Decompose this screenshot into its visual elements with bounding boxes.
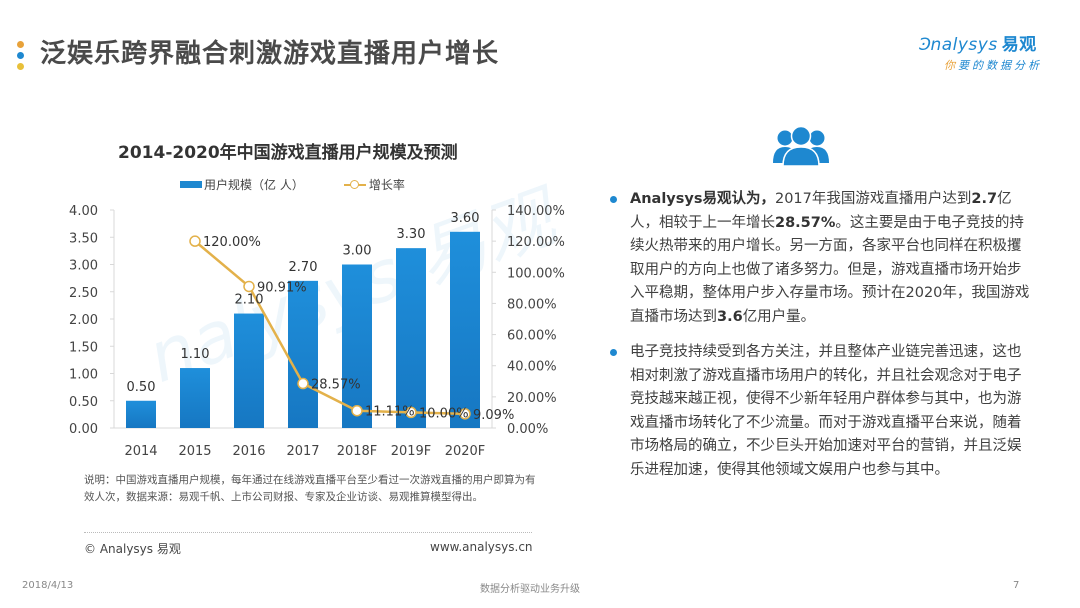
insights-list: Analysys易观认为，2017年我国游戏直播用户达到2.7亿人，相较于上一年… (605, 188, 1035, 494)
bar-value-label: 3.60 (451, 211, 480, 226)
chart: nalysys 易观 0.000.501.001.502.002.503.003… (69, 174, 571, 459)
y-left-tick-label: 0.50 (69, 395, 98, 410)
decoration-dot (17, 41, 24, 48)
footer-date: 2018/4/13 (22, 580, 74, 591)
logo-a-icon: Ͽ (918, 35, 931, 55)
growth-rate-label: 28.57% (311, 378, 361, 393)
bar (180, 368, 210, 428)
x-tick-label: 2018F (337, 444, 378, 459)
growth-rate-label: 11.11% (365, 405, 415, 420)
growth-rate-label: 9.09% (473, 408, 514, 423)
growth-rate-label: 10.00% (419, 406, 469, 421)
legend-bar-swatch (180, 181, 202, 188)
copyright: © Analysys 易观 (84, 542, 181, 556)
growth-rate-label: 120.00% (203, 235, 261, 250)
bar-value-label: 2.10 (235, 293, 264, 308)
chart-title: 2014-2020年中国游戏直播用户规模及预测 (118, 143, 458, 163)
growth-rate-line (194, 240, 466, 416)
logo-brand: Ͽnalysys 易观 (918, 35, 1037, 55)
growth-rate-point (297, 377, 309, 390)
bar-value-label: 2.70 (289, 260, 318, 275)
y-left-tick-label: 4.00 (69, 204, 98, 219)
logo-tagline: 你要的数据分析 (944, 59, 1042, 72)
y-right-tick-label: 20.00% (507, 391, 557, 406)
y-right-tick-label: 120.00% (507, 235, 565, 250)
bar-value-label: 1.10 (181, 347, 210, 362)
y-right-tick-label: 0.00% (507, 422, 548, 437)
x-tick-label: 2015 (178, 444, 211, 459)
legend-line-swatch (343, 179, 366, 189)
bar (288, 280, 318, 428)
chart-note: 说明：中国游戏直播用户规模，每年通过在线游戏直播平台至少看过一次游戏直播的用户即… (84, 474, 536, 503)
bar-value-label: 3.30 (397, 227, 426, 242)
y-right-tick-label: 60.00% (507, 329, 557, 344)
title-decoration-dots (17, 41, 25, 74)
analysys-logo: Ͽnalysys 易观 你要的数据分析 (918, 30, 1068, 73)
insight-item: Analysys易观认为，2017年我国游戏直播用户达到2.7亿人，相较于上一年… (605, 188, 1035, 329)
bar-value-label: 3.00 (343, 244, 372, 259)
bar-value-label: 0.50 (127, 380, 156, 395)
insight-text: 电子竞技持续受到各方关注，并且整体产业链完善迅速，这也相对刺激了游戏直播市场用户… (630, 344, 1022, 478)
y-left-tick-label: 3.00 (69, 259, 98, 274)
x-tick-label: 2019F (391, 444, 432, 459)
bar (450, 231, 480, 428)
insight-item: 电子竞技持续受到各方关注，并且整体产业链完善迅速，这也相对刺激了游戏直播市场用户… (605, 341, 1035, 482)
y-left-tick-label: 2.50 (69, 286, 98, 301)
bullet-icon (610, 196, 617, 203)
bar (396, 248, 426, 428)
x-tick-label: 2020F (445, 444, 486, 459)
x-tick-label: 2016 (232, 444, 265, 459)
chart-legend: 用户规模（亿 人） 增长率 (180, 176, 405, 193)
note-divider (84, 532, 532, 533)
y-left-tick-label: 0.00 (69, 422, 98, 437)
legend-line-label: 增长率 (368, 178, 405, 192)
y-right-tick-label: 100.00% (507, 266, 565, 281)
y-left-tick-label: 1.00 (69, 368, 98, 383)
legend-bar-label: 用户规模（亿 人） (204, 178, 304, 192)
page-title: 泛娱乐跨界融合刺激游戏直播用户增长 (40, 39, 500, 69)
bar (342, 264, 372, 428)
y-right-tick-label: 140.00% (507, 204, 565, 219)
growth-rate-point (459, 408, 471, 420)
y-left-tick-label: 3.50 (69, 231, 98, 246)
bullet-icon (610, 349, 617, 356)
y-right-tick-label: 40.00% (507, 360, 557, 375)
y-left-tick-label: 2.00 (69, 313, 98, 328)
decoration-dot (17, 63, 24, 70)
x-tick-label: 2017 (286, 444, 319, 459)
insight-text: Analysys易观认为，2017年我国游戏直播用户达到2.7亿人，相较于上一年… (630, 191, 1030, 325)
y-right-tick-label: 80.00% (507, 297, 557, 312)
growth-rate-point (405, 406, 417, 419)
bar (126, 400, 156, 428)
footer-slogan: 数据分析驱动业务升级 (480, 584, 580, 595)
bar (234, 313, 264, 428)
growth-rate-point (243, 280, 255, 293)
page-number: 7 (1013, 580, 1020, 591)
users-group-icon (773, 125, 829, 167)
website-link[interactable]: www.analysys.cn (430, 540, 533, 554)
growth-rate-label: 90.91% (257, 280, 307, 295)
x-tick-label: 2014 (124, 444, 157, 459)
growth-rate-point (189, 235, 201, 247)
decoration-dot (17, 52, 24, 59)
y-left-tick-label: 1.50 (69, 340, 98, 355)
growth-rate-point (351, 404, 363, 417)
